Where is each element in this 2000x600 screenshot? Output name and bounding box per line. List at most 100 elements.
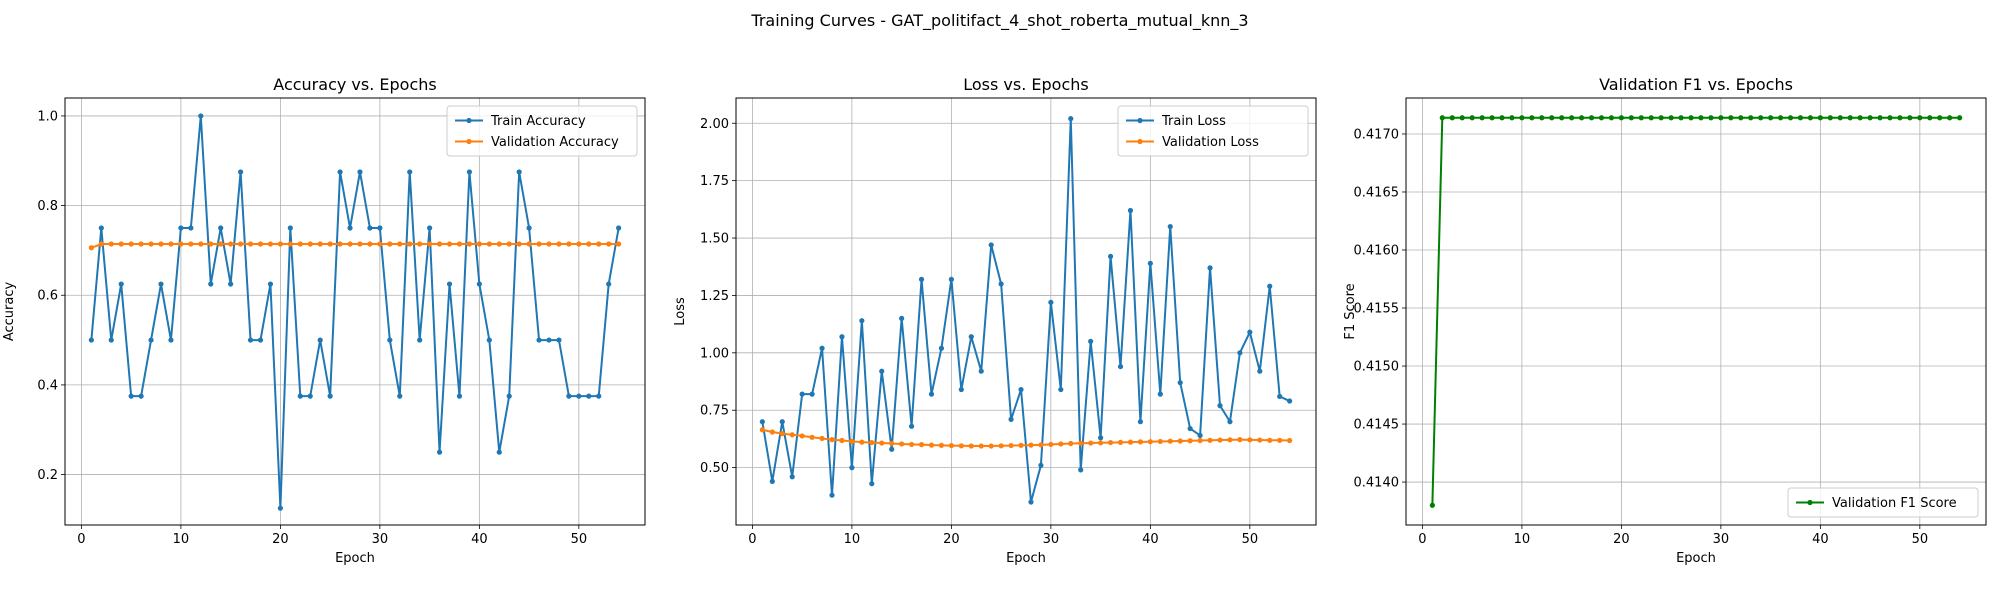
data-point (1957, 115, 1963, 121)
data-point (1569, 115, 1575, 121)
data-point (357, 169, 363, 175)
data-point (1137, 439, 1144, 445)
chart-panel-3: 0 10 20 30 40 50 0.4140 0.4145 0.4150 0.4155 0.416… (1343, 75, 1987, 566)
data-point (596, 241, 602, 247)
data-point (1137, 419, 1144, 425)
data-point (1449, 115, 1455, 121)
data-point (1058, 441, 1064, 447)
data-point (556, 337, 562, 343)
data-point (586, 241, 592, 247)
data-point (1877, 115, 1883, 121)
data-point (98, 225, 104, 231)
data-point (1088, 440, 1094, 446)
data-point (267, 281, 274, 287)
data-point (998, 281, 1004, 287)
data-point (436, 449, 443, 455)
data-point (1867, 115, 1873, 121)
data-point (257, 337, 264, 343)
x-axis-label: Epoch (1676, 551, 1716, 566)
data-point (928, 391, 935, 397)
data-point (1107, 253, 1114, 260)
x-tick-label: 10 (173, 532, 190, 547)
data-point (908, 423, 915, 429)
chart-title: Loss vs. Epochs (963, 75, 1088, 94)
legend-marker (466, 117, 472, 124)
data-point (1847, 115, 1853, 121)
data-point (556, 241, 562, 247)
data-point (178, 241, 184, 247)
data-point (377, 225, 383, 231)
chart-panel-2: 0 10 20 30 40 50 0.50 0.75 1.00 1.25 1.50 1.75 2.00 L… (673, 75, 1317, 566)
data-point (759, 419, 765, 425)
data-point (218, 241, 224, 247)
data-point (407, 241, 413, 247)
data-point (1588, 115, 1595, 121)
x-tick-label: 50 (1912, 532, 1929, 547)
data-point (168, 337, 174, 343)
y-tick-label: 1.0 (37, 109, 58, 124)
data-point (158, 241, 164, 247)
x-tick-label: 10 (844, 532, 861, 547)
data-point (1008, 442, 1014, 449)
data-point (769, 478, 775, 484)
data-point (1917, 115, 1923, 121)
data-point (526, 241, 532, 247)
y-tick-label: 0.75 (700, 404, 729, 419)
data-point (1668, 115, 1674, 121)
x-tick-label: 30 (1713, 532, 1730, 547)
data-point (1529, 115, 1535, 121)
data-point (496, 241, 502, 247)
data-point (1539, 115, 1545, 121)
data-point (88, 245, 94, 251)
data-point (168, 241, 174, 247)
series-validation-accuracy (88, 241, 622, 251)
data-point (1167, 438, 1173, 444)
series-validation-loss (759, 427, 1293, 449)
data-point (606, 241, 612, 247)
data-point (1469, 115, 1475, 121)
legend: Train Accuracy Validation Accuracy (446, 105, 638, 157)
data-point (938, 345, 945, 351)
data-point (287, 225, 293, 231)
data-point (118, 281, 124, 287)
axes-frame (735, 97, 1317, 526)
data-point (506, 241, 512, 247)
data-point (1217, 403, 1223, 409)
data-point (456, 241, 463, 247)
data-point (1068, 116, 1074, 122)
x-tick-label: 20 (943, 532, 960, 547)
data-point (1489, 115, 1495, 121)
data-point (88, 337, 94, 343)
data-point (237, 241, 244, 247)
x-axis-label: Epoch (1006, 551, 1046, 566)
y-tick-label: 0.4165 (1354, 185, 1400, 200)
data-point (879, 440, 885, 446)
y-tick-label: 2.00 (700, 117, 729, 132)
series-validation-f1-score (1429, 115, 1963, 508)
data-point (387, 337, 393, 343)
data-point (769, 429, 775, 435)
legend-box (1787, 487, 1979, 518)
data-point (586, 393, 592, 399)
data-point (446, 241, 453, 247)
data-point (1797, 115, 1804, 121)
data-point (427, 225, 433, 231)
data-point (516, 169, 522, 175)
x-tick-label: 30 (1043, 532, 1060, 547)
y-tick-label: 1.00 (700, 346, 729, 361)
y-tick-label: 0.4 (37, 378, 58, 393)
data-point (476, 281, 482, 287)
data-point (1287, 398, 1293, 404)
figure-suptitle: Training Curves - GAT_politifact_4_shot_… (750, 11, 1248, 31)
data-point (1018, 442, 1024, 448)
x-tick-label: 40 (471, 532, 488, 547)
data-point (367, 225, 373, 231)
chart-title: Accuracy vs. Epochs (273, 75, 436, 94)
data-point (466, 169, 473, 175)
data-point (257, 241, 264, 247)
data-point (899, 315, 905, 321)
data-point (1837, 115, 1843, 121)
data-point (1038, 462, 1044, 468)
data-point (918, 276, 925, 282)
data-point (1197, 432, 1203, 439)
